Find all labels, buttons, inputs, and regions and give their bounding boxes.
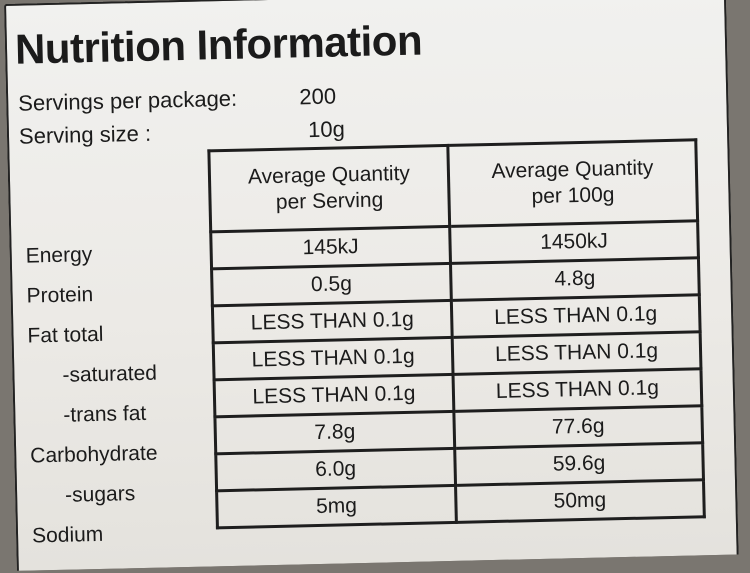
- cell-per-100g: 59.6g: [454, 442, 704, 486]
- column-header-per-100g: Average Quantity per 100g: [447, 139, 698, 227]
- cell-per-100g: LESS THAN 0.1g: [453, 368, 702, 412]
- column-header-line: Average Quantity: [491, 156, 654, 183]
- nutrition-label: Nutrition Information Servings per packa…: [4, 0, 739, 571]
- cell-per-100g: LESS THAN 0.1g: [452, 331, 701, 375]
- cell-per-100g: 1450kJ: [449, 220, 699, 264]
- nutrition-table: Average Quantity per Serving Average Qua…: [207, 138, 705, 529]
- nutrient-label-protein: Protein: [26, 283, 94, 308]
- servings-per-package-value: 200: [299, 83, 337, 110]
- column-header-line: per Serving: [275, 188, 384, 214]
- nutrient-labels: Energy Protein Fat total -saturated -tra…: [25, 232, 222, 556]
- cell-per-100g: 50mg: [455, 479, 705, 523]
- serving-size-row: Serving size : 10g: [19, 116, 345, 149]
- nutrient-label-carbohydrate: Carbohydrate: [30, 441, 158, 468]
- cell-per-100g: 4.8g: [450, 257, 700, 301]
- column-header-line: per 100g: [531, 183, 615, 209]
- nutrient-label-trans-fat: -trans fat: [63, 401, 147, 427]
- cell-per-serving: 145kJ: [210, 226, 451, 269]
- cell-per-100g: 77.6g: [453, 405, 703, 449]
- table-header-row: Average Quantity per Serving Average Qua…: [208, 139, 698, 232]
- servings-per-package-label: Servings per package:: [17, 85, 238, 116]
- nutrient-label-fat-total: Fat total: [27, 322, 104, 348]
- cell-per-serving: 5mg: [216, 485, 457, 528]
- nutrient-label-saturated: -saturated: [62, 361, 158, 387]
- cell-per-serving: LESS THAN 0.1g: [212, 300, 453, 343]
- cell-per-serving: LESS THAN 0.1g: [213, 337, 454, 380]
- column-header-per-serving: Average Quantity per Serving: [208, 145, 450, 232]
- nutrient-label-sugars: -sugars: [64, 482, 136, 507]
- column-header-line: Average Quantity: [247, 161, 411, 189]
- servings-per-package-row: Servings per package: 200: [18, 83, 336, 116]
- nutrient-label-sodium: Sodium: [31, 522, 104, 548]
- cell-per-serving: 6.0g: [215, 448, 456, 491]
- cell-per-serving: 0.5g: [211, 263, 452, 306]
- serving-size-value: 10g: [307, 116, 346, 143]
- serving-size-label: Serving size :: [18, 120, 152, 149]
- cell-per-serving: LESS THAN 0.1g: [214, 374, 454, 417]
- page-title: Nutrition Information: [14, 16, 423, 73]
- cell-per-serving: 7.8g: [214, 411, 455, 454]
- cell-per-100g: LESS THAN 0.1g: [451, 294, 701, 338]
- nutrient-label-energy: Energy: [25, 243, 93, 268]
